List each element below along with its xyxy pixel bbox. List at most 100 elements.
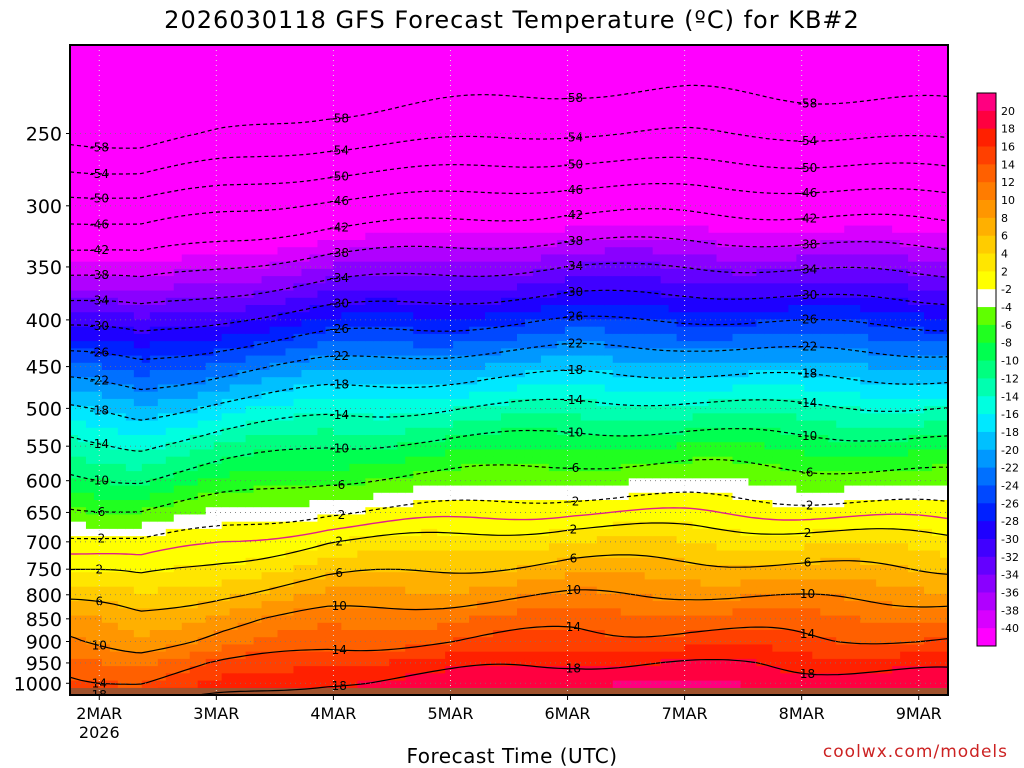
heatmap-cell bbox=[437, 254, 446, 263]
heatmap-cell bbox=[173, 297, 183, 306]
heatmap-cell bbox=[205, 254, 215, 263]
heatmap-cell bbox=[293, 153, 303, 162]
heatmap-cell bbox=[397, 543, 406, 552]
heatmap-cell bbox=[125, 630, 135, 638]
heatmap-cell bbox=[197, 218, 207, 227]
heatmap-cell bbox=[245, 442, 255, 451]
heatmap-cell bbox=[85, 73, 95, 82]
heatmap-cell bbox=[213, 203, 223, 212]
heatmap-cell bbox=[461, 88, 470, 97]
heatmap-cell bbox=[157, 622, 167, 631]
heatmap-cell bbox=[381, 268, 390, 277]
heatmap-cell bbox=[365, 543, 374, 552]
heatmap-cell bbox=[237, 196, 247, 205]
heatmap-cell bbox=[437, 463, 446, 472]
heatmap-cell bbox=[133, 66, 143, 75]
heatmap-cell bbox=[181, 550, 191, 559]
heatmap-cell bbox=[405, 442, 414, 451]
heatmap-cell bbox=[149, 45, 159, 53]
heatmap-cell bbox=[373, 88, 382, 97]
heatmap-cell bbox=[125, 276, 135, 284]
heatmap-cell bbox=[77, 305, 87, 313]
heatmap-cell bbox=[477, 543, 486, 552]
heatmap-cell bbox=[165, 196, 175, 205]
heatmap-cell bbox=[357, 435, 366, 443]
heatmap-cell bbox=[469, 528, 478, 537]
heatmap-cell bbox=[173, 572, 183, 581]
heatmap-cell bbox=[477, 348, 486, 357]
heatmap-cell bbox=[101, 492, 111, 501]
heatmap-cell bbox=[245, 680, 255, 689]
heatmap-cell bbox=[70, 290, 79, 299]
heatmap-cell bbox=[389, 175, 398, 183]
heatmap-cell bbox=[341, 644, 350, 653]
heatmap-cell bbox=[277, 355, 287, 364]
heatmap-cell bbox=[237, 666, 247, 674]
heatmap-cell bbox=[493, 341, 502, 349]
heatmap-cell bbox=[397, 160, 406, 169]
heatmap-cell bbox=[125, 471, 135, 479]
heatmap-cell bbox=[325, 543, 334, 552]
heatmap-cell bbox=[357, 637, 366, 646]
heatmap-cell bbox=[189, 536, 199, 544]
heatmap-cell bbox=[389, 81, 398, 89]
heatmap-cell bbox=[245, 297, 255, 306]
heatmap-cell bbox=[389, 478, 398, 487]
heatmap-cell bbox=[397, 435, 406, 443]
heatmap-cell bbox=[213, 52, 223, 61]
heatmap-cell bbox=[453, 348, 462, 357]
heatmap-cell bbox=[493, 268, 502, 277]
heatmap-cell bbox=[117, 283, 127, 292]
heatmap-cell bbox=[173, 370, 183, 378]
heatmap-cell bbox=[429, 601, 438, 609]
heatmap-cell bbox=[501, 391, 510, 400]
heatmap-cell bbox=[405, 384, 414, 393]
heatmap-cell bbox=[237, 73, 247, 82]
heatmap-cell bbox=[461, 377, 470, 386]
heatmap-cell bbox=[325, 290, 334, 299]
heatmap-cell bbox=[341, 384, 350, 393]
heatmap-cell bbox=[381, 435, 390, 443]
heatmap-cell bbox=[445, 124, 454, 133]
heatmap-cell bbox=[365, 189, 374, 198]
heatmap-cell bbox=[165, 384, 175, 393]
heatmap-cell bbox=[189, 312, 199, 321]
heatmap-cell bbox=[429, 398, 438, 407]
heatmap-cell bbox=[461, 673, 470, 682]
heatmap-cell bbox=[397, 247, 406, 256]
heatmap-cell bbox=[125, 52, 135, 61]
heatmap-cell bbox=[429, 88, 438, 97]
heatmap-cell bbox=[333, 478, 342, 487]
heatmap-cell bbox=[93, 110, 103, 118]
heatmap-cell bbox=[125, 456, 135, 465]
heatmap-cell bbox=[477, 203, 486, 212]
heatmap-cell bbox=[397, 261, 406, 270]
heatmap-cell bbox=[453, 644, 462, 653]
heatmap-cell bbox=[85, 153, 95, 162]
heatmap-cell bbox=[373, 514, 382, 523]
heatmap-cell bbox=[325, 138, 334, 147]
heatmap-cell bbox=[501, 290, 510, 299]
heatmap-cell bbox=[125, 500, 135, 508]
heatmap-cell bbox=[70, 413, 79, 422]
heatmap-cell bbox=[221, 557, 231, 566]
heatmap-cell bbox=[141, 463, 151, 472]
heatmap-cell bbox=[501, 268, 510, 277]
heatmap-cell bbox=[413, 413, 422, 422]
heatmap-cell bbox=[229, 449, 239, 458]
heatmap-cell bbox=[477, 175, 486, 183]
heatmap-cell bbox=[149, 218, 159, 227]
heatmap-cell bbox=[381, 406, 390, 414]
heatmap-cell bbox=[357, 110, 366, 118]
heatmap-cell bbox=[141, 66, 151, 75]
heatmap-cell bbox=[437, 110, 446, 118]
heatmap-cell bbox=[221, 261, 231, 270]
heatmap-cell bbox=[117, 492, 127, 501]
heatmap-cell bbox=[341, 456, 350, 465]
heatmap-cell bbox=[173, 110, 183, 118]
heatmap-cell bbox=[261, 370, 271, 378]
heatmap-cell bbox=[501, 305, 510, 313]
heatmap-cell bbox=[477, 276, 486, 284]
heatmap-cell bbox=[133, 478, 143, 487]
heatmap-cell bbox=[357, 615, 366, 624]
